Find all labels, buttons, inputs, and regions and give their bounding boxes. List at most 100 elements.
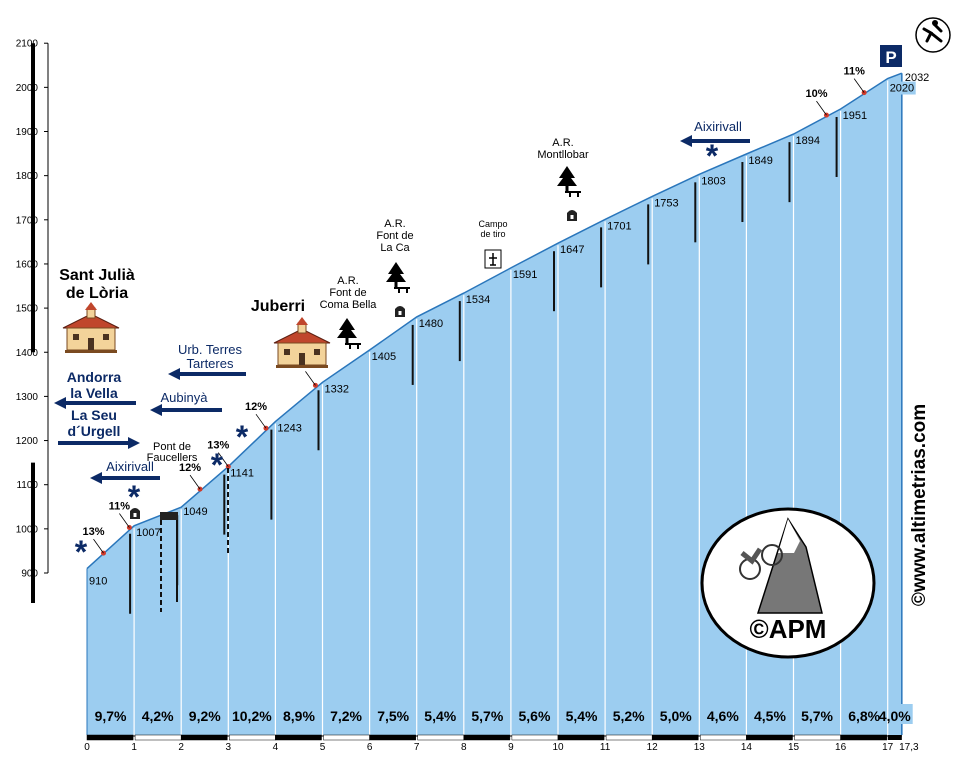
x-scale-segment <box>511 734 559 741</box>
arrow-head <box>128 437 140 449</box>
parking-label: P <box>885 48 896 67</box>
x-tick-label: 11 <box>600 742 611 753</box>
km-gradient-label: 5,0% <box>660 708 692 724</box>
x-scale-segment <box>746 734 793 741</box>
x-tick-label: 7 <box>414 742 420 753</box>
house-tower-roof <box>85 302 97 310</box>
house-window <box>314 349 320 355</box>
cyclist-figure <box>922 23 943 43</box>
logo-wheel <box>761 544 783 566</box>
place-campo-tiro: Campo de tiro <box>478 219 507 239</box>
arrow-head <box>90 472 102 484</box>
y-tick-label: 1800 <box>16 171 39 182</box>
house-window <box>284 349 290 355</box>
gradient-leader <box>93 538 104 554</box>
altitude-label: 1332 <box>325 383 349 395</box>
km-gradient-label: 5,4% <box>424 708 456 724</box>
altitude-label: 1849 <box>748 155 772 167</box>
house-base <box>276 365 328 368</box>
altitude-label-bg <box>888 81 916 95</box>
x-scale-segment <box>86 734 134 741</box>
fountain-spout <box>570 215 574 219</box>
profile-fill <box>87 73 902 735</box>
tree-icon <box>386 262 410 293</box>
direction-arrow-andorra <box>54 397 136 409</box>
x-tick-label: 16 <box>835 742 847 753</box>
direction-terres-tarteres: Urb. Terres Tarteres <box>178 342 243 371</box>
altitude-label: 1243 <box>277 423 301 435</box>
direction-arrow-terres-tarteres <box>168 368 246 380</box>
km-gradient-label: 10,2% <box>232 708 272 724</box>
km-gradient-label: 4,0% <box>879 708 911 724</box>
y-tick-label: 1100 <box>16 480 38 491</box>
gradient-leader <box>853 78 865 93</box>
x-scale-segment <box>323 734 370 741</box>
peak-gradient-label: 13% <box>207 440 229 452</box>
y-tick-label: 1900 <box>16 127 39 138</box>
km-gradient-label: 5,7% <box>471 708 503 724</box>
place-font-coma-bella: A.R. Font de Coma Bella <box>320 275 378 311</box>
gradient-leader <box>119 513 130 528</box>
km-gradient-label: 7,5% <box>377 708 409 724</box>
altitude-label: 1591 <box>513 269 537 281</box>
x-scale-segment <box>180 734 228 741</box>
x-tick-label: 6 <box>367 742 373 753</box>
altitude-label: 1049 <box>183 506 207 518</box>
x-tick-label: 1 <box>131 742 137 753</box>
website-credit: ©www.altimetrias.com <box>909 404 930 606</box>
km-gradient-label: 9,7% <box>95 708 127 724</box>
house-door <box>299 353 305 365</box>
logo-snow <box>778 519 800 553</box>
arrow-head <box>680 135 692 147</box>
altitude-label: 910 <box>89 576 107 588</box>
altitude-label: 1480 <box>419 318 443 330</box>
y-tick-label: 1500 <box>16 304 39 315</box>
direction-aixirivall-1: Aixirivall <box>106 459 154 474</box>
tree-icon <box>337 318 361 349</box>
parking-icon: P <box>880 45 902 67</box>
house-door <box>88 338 94 350</box>
place-pont-faucellers: Pont de Faucellers <box>147 441 198 464</box>
altitude-label: 2032 <box>905 72 929 84</box>
tree-icon <box>557 166 581 197</box>
altitude-label: 1534 <box>466 294 490 306</box>
x-tick-label: 13 <box>694 742 706 753</box>
peak-gradient-label: 11% <box>843 66 865 78</box>
arrow-head <box>54 397 66 409</box>
x-tick-label: 9 <box>508 742 514 753</box>
km-gradient-label: 5,7% <box>801 708 833 724</box>
house-icon <box>273 317 331 368</box>
km-gradient-label: 5,4% <box>566 708 598 724</box>
annotations: Sant Julià de Lòria Andorra la Vella La Seu d… <box>54 17 951 659</box>
y-tick-label: 2000 <box>16 83 39 94</box>
x-scale-segment <box>557 734 605 741</box>
direction-arrow-aixirivall-1 <box>90 472 160 484</box>
x-axis: 0 1 2 3 4 5 6 7 8 9 10 11 12 13 14 15 16 17 17,3 <box>84 734 919 753</box>
arrow-head <box>150 404 162 416</box>
km-gradient-label: 9,2% <box>189 708 221 724</box>
cyclist-head <box>932 20 938 26</box>
y-tick-label: 900 <box>21 569 38 580</box>
junction-star-icon: * <box>211 447 224 483</box>
house-tower-roof <box>296 317 308 325</box>
y-tick-label: 1300 <box>16 392 39 403</box>
x-tick-label: 15 <box>788 742 800 753</box>
x-scale-segment <box>840 734 887 741</box>
fountain-icon <box>567 210 577 221</box>
direction-andorra: Andorra la Vella <box>67 369 122 401</box>
parking-bg <box>880 45 902 67</box>
altitude-label: 2020 <box>890 83 914 95</box>
peak-gradient-label: 12% <box>245 401 267 413</box>
x-scale-segment <box>605 734 653 741</box>
bridge-icon <box>160 512 178 612</box>
altitude-label: 1701 <box>607 220 631 232</box>
tree-crown <box>386 262 406 282</box>
altitude-label: 1647 <box>560 244 584 256</box>
x-scale-segment <box>887 735 902 740</box>
altitude-label: 1753 <box>654 197 678 209</box>
km-gradient-label: 5,2% <box>613 708 645 724</box>
apm-logo: ©APM <box>700 507 876 659</box>
fountain-spout <box>398 311 402 315</box>
km-gradient-label: 8,9% <box>283 708 315 724</box>
km-gradient-labels: 9,7% 4,2% 9,2% 10,2% 8,9% 7,2% 7,5% 5,4% 5,7% 5,6… <box>95 704 913 724</box>
